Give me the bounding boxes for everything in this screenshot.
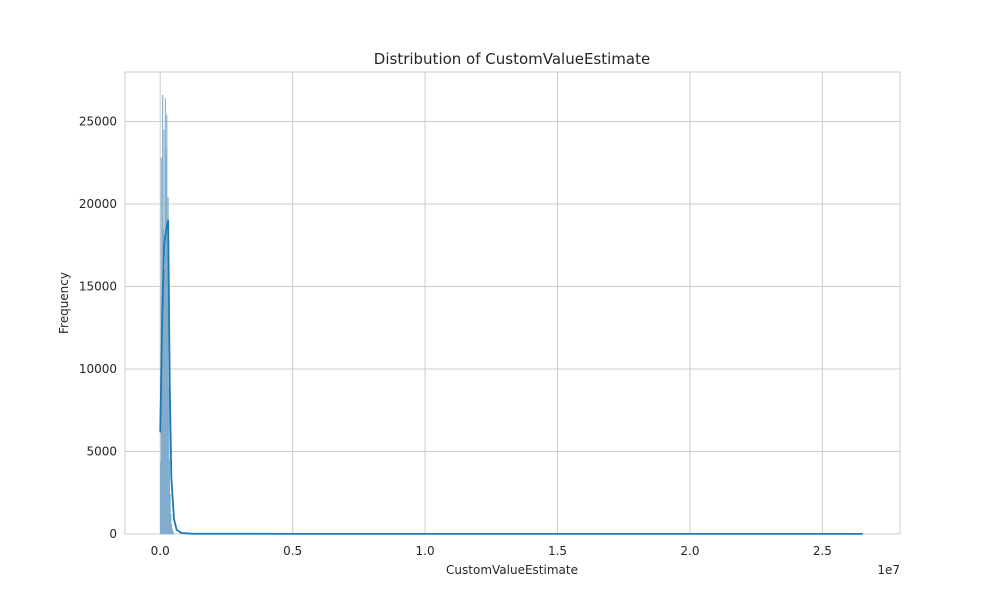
- histogram-bar: [173, 532, 175, 535]
- x-tick-label: 0.0: [151, 544, 170, 558]
- x-axis-offset-label: 1e7: [877, 563, 900, 577]
- y-tick-label: 15000: [79, 280, 117, 294]
- histogram-bar: [167, 197, 169, 535]
- x-tick-label: 2.5: [813, 544, 832, 558]
- x-axis-label: CustomValueEstimate: [446, 563, 578, 577]
- kde-curve-layer: [159, 219, 864, 535]
- kde-curve: [159, 219, 864, 535]
- y-axis-ticks: 0 5000 10000 15000 20000 25000: [79, 115, 117, 542]
- x-tick-label: 1.0: [416, 544, 435, 558]
- y-tick-label: 5000: [86, 445, 117, 459]
- y-axis-label: Frequency: [57, 272, 71, 334]
- y-tick-label: 25000: [79, 115, 117, 129]
- x-tick-label: 0.5: [283, 544, 302, 558]
- y-tick-label: 10000: [79, 362, 117, 376]
- x-tick-label: 1.5: [548, 544, 567, 558]
- y-tick-label: 0: [109, 527, 117, 541]
- x-axis-ticks: 0.0 0.5 1.0 1.5 2.0 2.5: [151, 544, 832, 558]
- chart-title: Distribution of CustomValueEstimate: [374, 50, 650, 68]
- x-tick-label: 2.0: [680, 544, 699, 558]
- plot-frame: [124, 71, 901, 535]
- y-tick-label: 20000: [79, 197, 117, 211]
